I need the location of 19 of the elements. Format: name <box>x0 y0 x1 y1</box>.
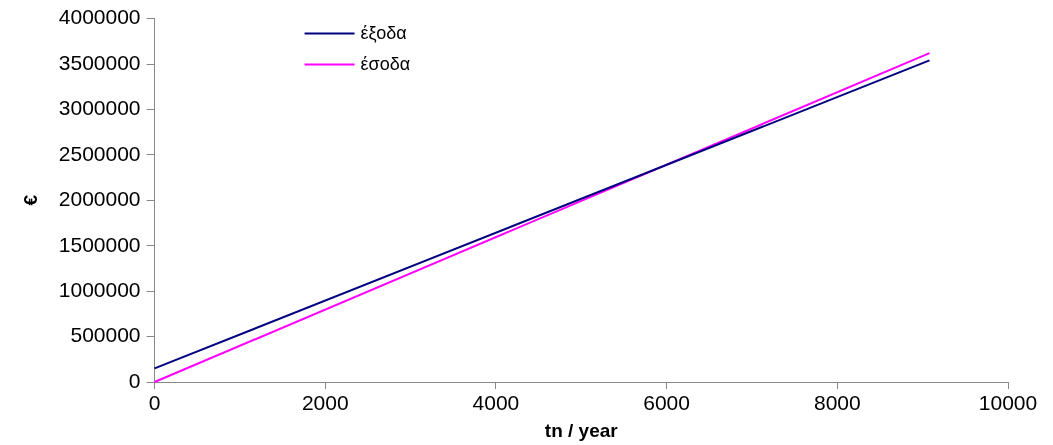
y-tick-label: 2500000 <box>58 141 141 165</box>
y-tick-label: 500000 <box>70 323 141 347</box>
x-tick-label: 2000 <box>301 391 349 415</box>
y-tick-label: 1500000 <box>58 232 141 256</box>
x-tick-label: 6000 <box>643 391 690 415</box>
y-tick-label: 3000000 <box>58 96 141 120</box>
y-tick-label: 2000000 <box>58 187 141 211</box>
x-tick-label: 8000 <box>813 391 861 415</box>
y-tick-label: 3500000 <box>58 50 141 74</box>
x-tick-label: 10000 <box>978 391 1038 415</box>
x-tick-label: 4000 <box>472 391 520 415</box>
legend-label: έσοδα <box>360 53 411 74</box>
legend-label: έξοδα <box>360 22 407 43</box>
y-axis-title: € <box>19 194 41 206</box>
x-tick-label: 0 <box>148 391 161 415</box>
x-axis-title: tn / year <box>544 419 619 441</box>
y-tick-label: 4000000 <box>58 5 141 29</box>
y-tick-label: 1000000 <box>58 277 141 301</box>
y-tick-label: 0 <box>128 368 141 392</box>
